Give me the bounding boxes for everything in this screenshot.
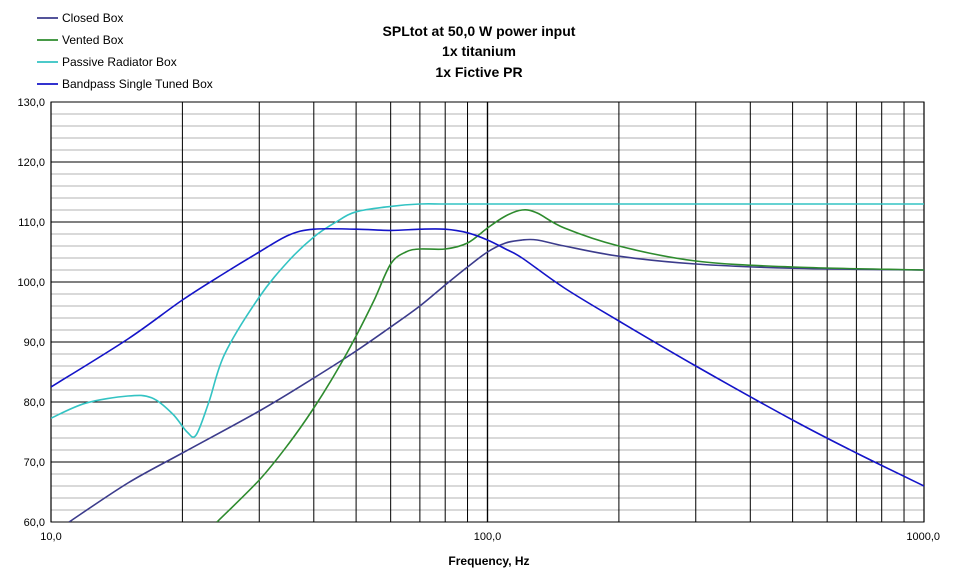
x-axis-tick-labels: 10,0 100,0 1000,0	[40, 531, 940, 543]
y-tick-label: 110,0	[18, 217, 45, 229]
legend-label: Vented Box	[62, 33, 123, 47]
legend-label: Bandpass Single Tuned Box	[62, 77, 213, 91]
chart-title: SPLtot at 50,0 W power input 1x titanium…	[383, 23, 576, 80]
x-tick-label: 1000,0	[906, 531, 940, 543]
series-line-closed-box	[68, 238, 924, 522]
y-tick-label: 80,0	[24, 397, 45, 409]
grid-vertical	[50, 102, 925, 522]
legend-label: Passive Radiator Box	[62, 55, 177, 69]
x-axis-title: Frequency, Hz	[448, 554, 529, 568]
y-tick-label: 90,0	[24, 337, 45, 349]
series-lines	[51, 203, 924, 522]
legend-label: Closed Box	[62, 11, 123, 25]
y-axis-tick-labels: 60,0 70,0 80,0 90,0 100,0 110,0 120,0 130,0	[17, 97, 45, 529]
y-tick-label: 100,0	[17, 277, 45, 289]
y-tick-label: 120,0	[17, 157, 45, 169]
y-tick-label: 130,0	[17, 97, 45, 109]
x-tick-label: 100,0	[474, 531, 502, 543]
y-tick-label: 60,0	[24, 517, 45, 529]
chart-title-line-2: 1x titanium	[442, 43, 516, 59]
series-line-passive-radiator-box	[51, 203, 924, 438]
legend: Closed Box Vented Box Passive Radiator Box…	[37, 11, 213, 91]
y-tick-label: 70,0	[24, 457, 45, 469]
chart-title-line-1: SPLtot at 50,0 W power input	[383, 23, 576, 39]
x-tick-label: 10,0	[40, 531, 61, 543]
series-line-bandpass-single-tuned-box	[51, 227, 924, 487]
series-line-vented-box	[216, 209, 924, 522]
chart-title-line-3: 1x Fictive PR	[435, 64, 522, 80]
plot-area	[50, 101, 925, 523]
